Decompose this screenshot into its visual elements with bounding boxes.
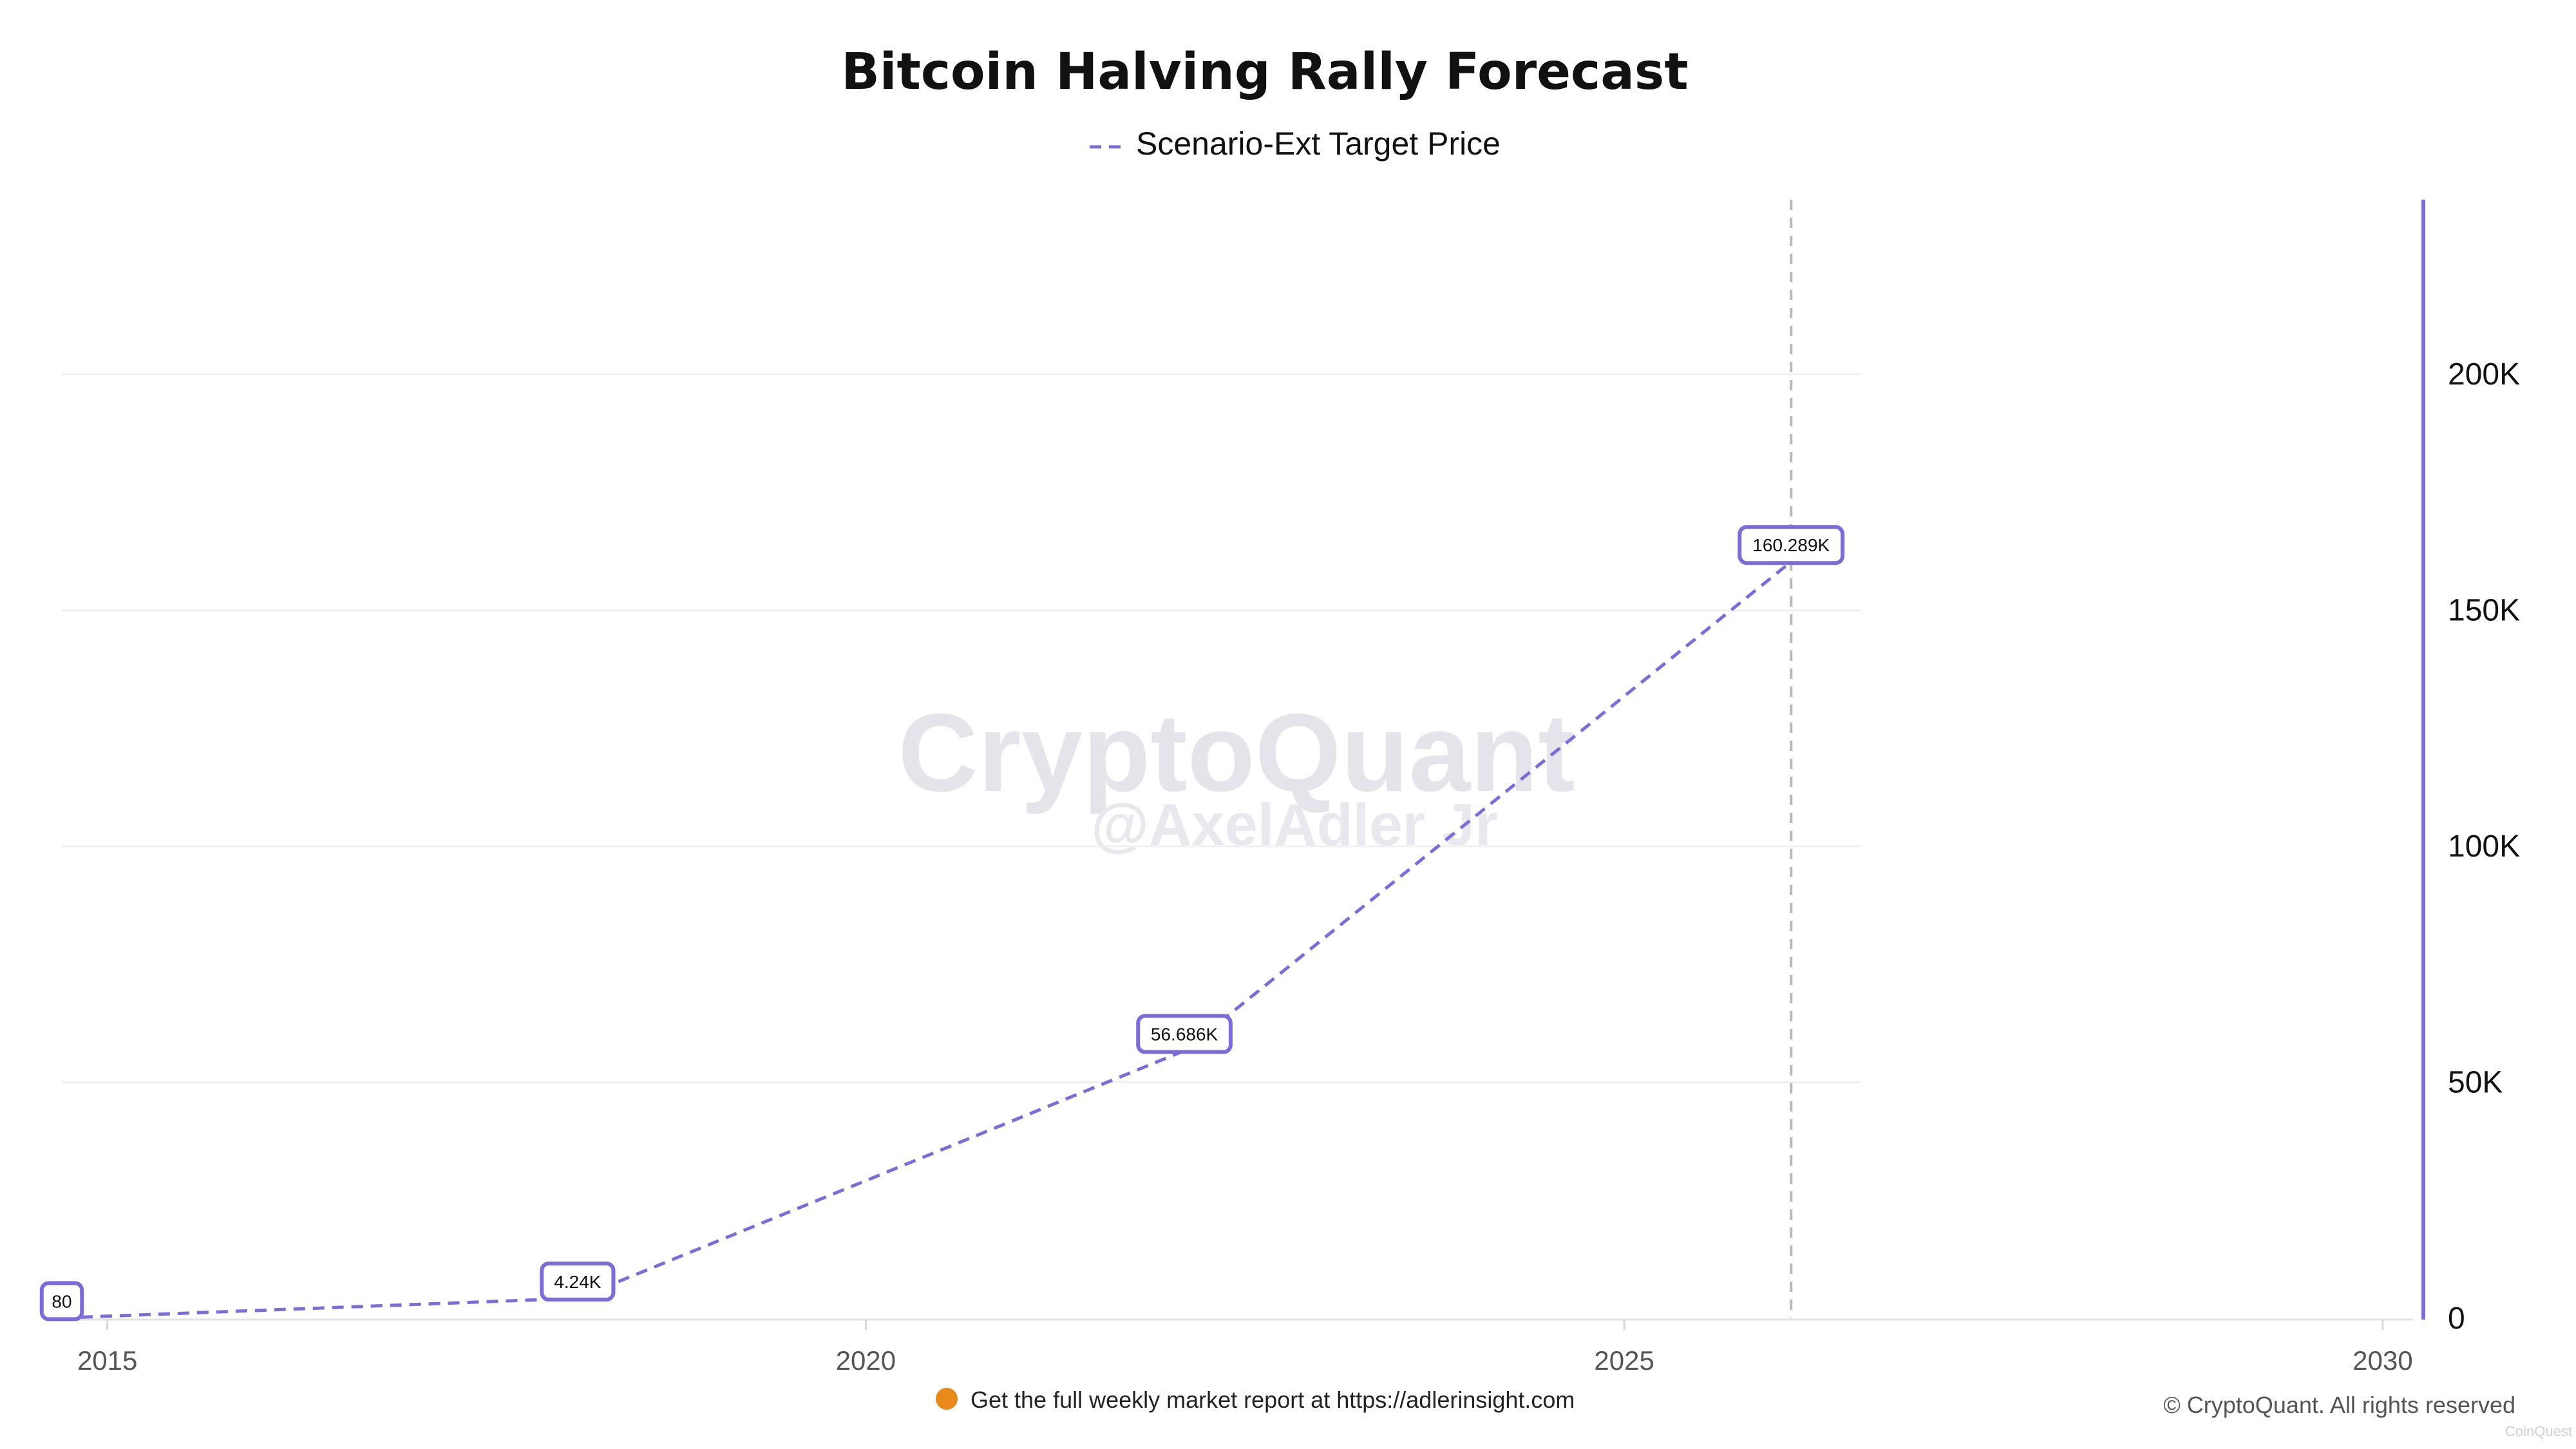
series-scenario-ext-target-price [61,560,1792,1320]
x-tick-label: 2015 [77,1345,137,1376]
y-tick-label: 150K [2448,594,2520,628]
legend[interactable]: Scenario-Ext Target Price [1090,126,1501,162]
data-label-text: 56.686K [1151,1025,1218,1045]
y-axis: 0 50K 100K 150K 200K [2421,200,2520,1336]
x-axis: 2015 2020 2025 2030 [62,1318,2413,1376]
data-label-text: 160.289K [1752,535,1830,555]
data-label-text: 80 [52,1291,71,1311]
copyright: © CryptoQuant. All rights reserved [2163,1392,2515,1418]
data-labels: 80 4.24K 56.686K 160.289K [39,525,1845,1321]
data-label-text: 4.24K [554,1272,601,1292]
data-label-80: 80 [39,1281,84,1321]
y-tick-label: 100K [2448,829,2520,864]
report-dot-icon [936,1388,958,1410]
grid [62,373,1861,1084]
watermark-brand: CryptoQuant [898,691,1575,815]
y-tick-label: 200K [2448,357,2520,392]
footer-report[interactable]: Get the full weekly market report at htt… [936,1387,1575,1413]
x-tick-label: 2025 [1594,1345,1654,1376]
y-tick-label: 0 [2448,1302,2465,1336]
data-label-box [39,1281,84,1321]
data-label-box [1136,1014,1233,1054]
data-label-box [540,1261,616,1302]
x-tick-label: 2020 [836,1345,896,1376]
data-label-56.686K: 56.686K [1136,1014,1233,1054]
chart-title: Bitcoin Halving Rally Forecast [841,43,1688,101]
watermark: CryptoQuant @AxelAdler Jr [898,691,1575,858]
corner-mark: CoinQuest [2505,1423,2572,1439]
data-label-4.24K: 4.24K [540,1261,616,1302]
y-tick-label: 50K [2448,1066,2503,1100]
series-line [61,560,1792,1320]
data-label-box [1738,525,1845,565]
footer-report-text[interactable]: Get the full weekly market report at htt… [971,1387,1575,1413]
data-label-160.289K: 160.289K [1738,525,1845,565]
x-tick-label: 2030 [2353,1345,2412,1376]
legend-label: Scenario-Ext Target Price [1136,126,1501,162]
